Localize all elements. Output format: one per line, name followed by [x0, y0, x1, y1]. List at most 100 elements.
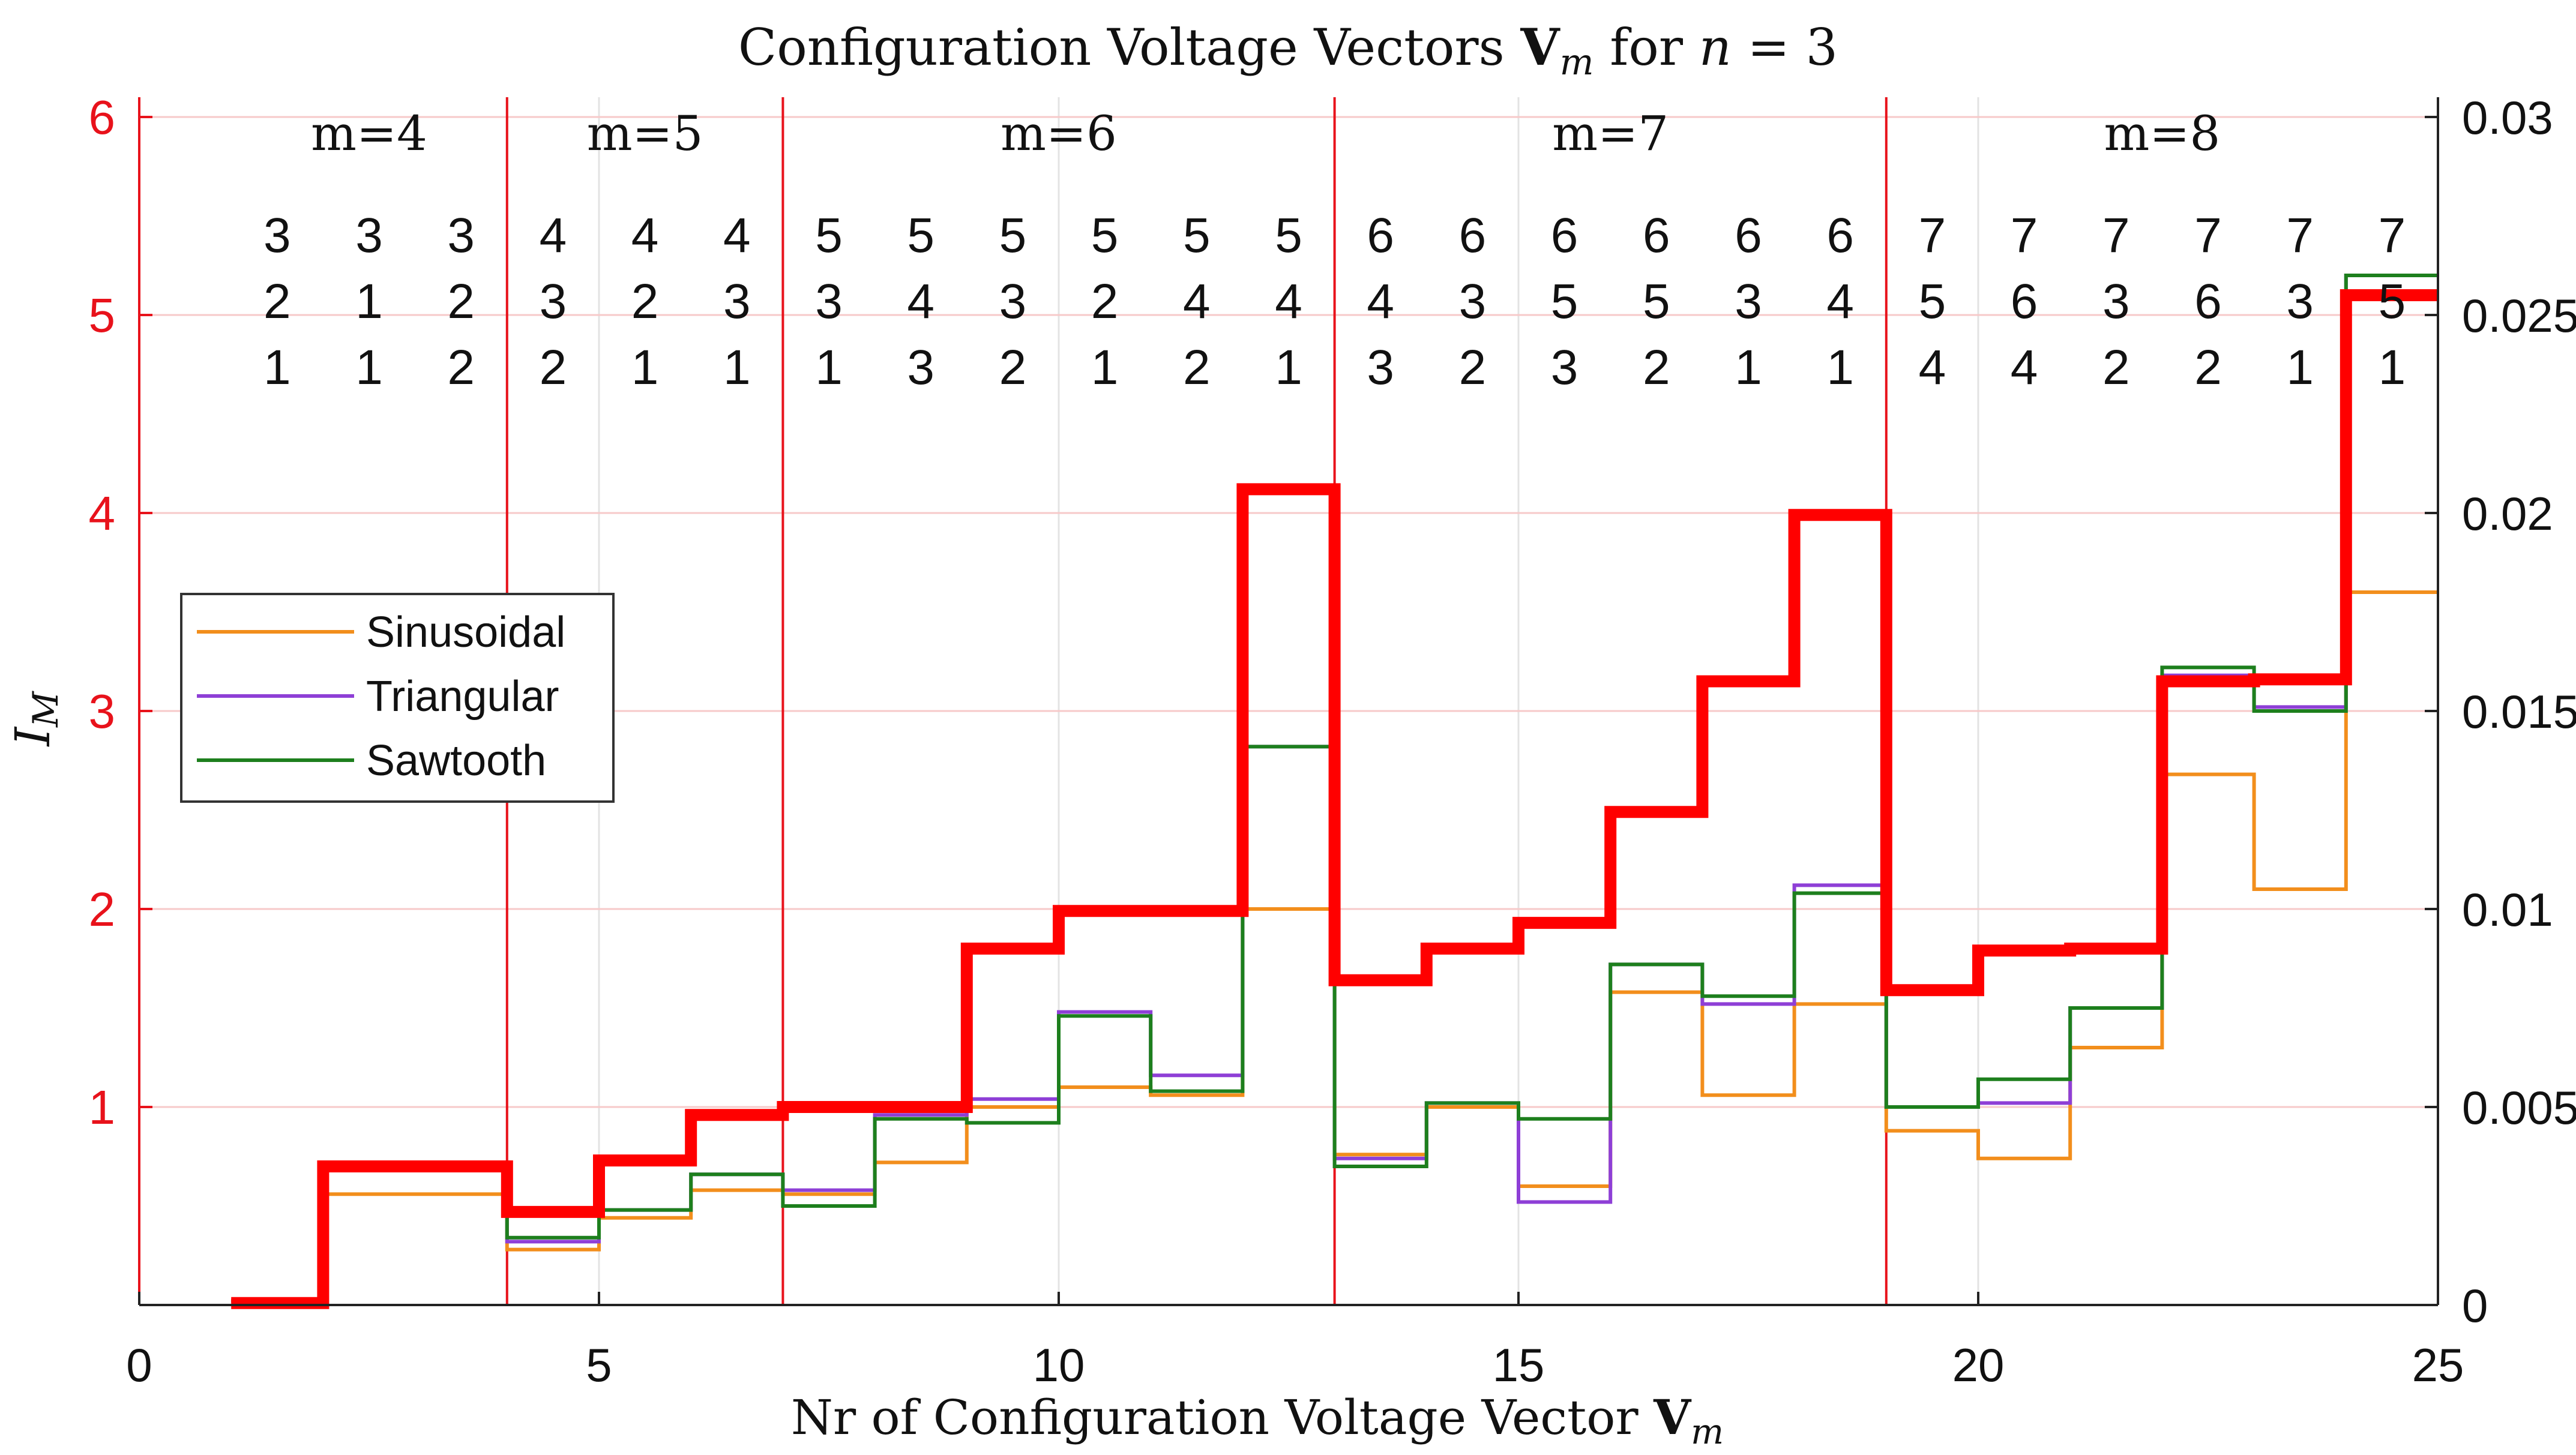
vector-digit: 6 [1459, 208, 1487, 263]
vector-digit: 3 [999, 274, 1027, 329]
x-tick-label: 20 [1952, 1339, 2005, 1391]
vector-digit: 2 [1459, 340, 1487, 395]
vector-digit: 5 [1643, 274, 1670, 329]
vector-digit: 4 [540, 208, 567, 263]
group-label: m=4 [311, 106, 427, 161]
vector-digit: 1 [1826, 340, 1854, 395]
left-y-tick-label: 1 [89, 1081, 116, 1134]
vector-digit: 3 [723, 274, 751, 329]
vector-digit: 6 [2194, 274, 2222, 329]
group-label: m=8 [2104, 106, 2221, 161]
vector-digit: 3 [907, 340, 934, 395]
right-y-tick-label: 0.015 [2462, 685, 2576, 738]
vector-digit: 2 [263, 274, 291, 329]
vector-digit: 3 [355, 208, 383, 263]
axes [138, 97, 2439, 1306]
left-y-tick-label: 2 [89, 883, 116, 936]
x-tick-label: 10 [1033, 1339, 1085, 1391]
vector-digit: 3 [263, 208, 291, 263]
vector-digit: 3 [2102, 274, 2130, 329]
vector-digit: 4 [1183, 274, 1211, 329]
vector-digit: 4 [723, 208, 751, 263]
chart-title: Configuration Voltage Vectors Vm for n =… [738, 17, 1838, 83]
vector-digit: 5 [1919, 274, 1946, 329]
vector-digit: 4 [1367, 274, 1394, 329]
vector-digit: 1 [355, 274, 383, 329]
right-y-tick-label: 0 [2462, 1279, 2488, 1332]
x-tick-label: 0 [126, 1339, 152, 1391]
vector-digit: 5 [1091, 208, 1119, 263]
right-y-tick-label: 0.025 [2462, 289, 2576, 342]
group-label: m=6 [1001, 106, 1117, 161]
vector-digit: 1 [723, 340, 751, 395]
vector-digit: 1 [631, 340, 659, 395]
legend: Sinusoidal Triangular Sawtooth [180, 593, 615, 803]
vector-digit: 3 [1735, 274, 1762, 329]
vector-digit: 7 [1919, 208, 1946, 263]
vector-digit: 1 [1735, 340, 1762, 395]
x-tick-label: 25 [2412, 1339, 2464, 1391]
legend-label-triangular: Triangular [366, 673, 559, 721]
vector-digit: 5 [2379, 274, 2406, 329]
x-tick-label: 15 [1493, 1339, 1545, 1391]
series-line-sawtooth [231, 274, 2438, 1303]
left-y-tick-label: 3 [89, 685, 116, 738]
legend-label-sinusoidal: Sinusoidal [366, 608, 565, 656]
vector-digit: 7 [2286, 208, 2314, 263]
vector-digit: 5 [1183, 208, 1211, 263]
vector-digit: 2 [540, 340, 567, 395]
vector-digit: 5 [907, 208, 934, 263]
vector-digit: 3 [1551, 340, 1578, 395]
vector-digit: 1 [2379, 340, 2406, 395]
vector-digit: 2 [447, 274, 475, 329]
y-axis-label: IM [5, 691, 66, 748]
vector-digit: 6 [1826, 208, 1854, 263]
vector-digit: 3 [1459, 274, 1487, 329]
x-tick-label: 5 [586, 1339, 612, 1391]
title-vector-subscript: m [1560, 41, 1594, 83]
vector-digit: 2 [1643, 340, 1670, 395]
vector-digit: 5 [1551, 274, 1578, 329]
vector-digit: 3 [815, 274, 843, 329]
vector-digit: 5 [999, 208, 1027, 263]
vector-digit: 3 [1367, 340, 1394, 395]
vector-digit: 3 [447, 208, 475, 263]
vector-digit: 7 [2379, 208, 2406, 263]
vector-digit: 6 [2011, 274, 2038, 329]
series-lines [231, 274, 2438, 1309]
right-y-tick-label: 0.01 [2462, 883, 2553, 936]
vector-digit: 4 [1826, 274, 1854, 329]
vector-digit: 4 [907, 274, 934, 329]
vector-digit: 6 [1735, 208, 1762, 263]
vector-digit: 1 [263, 340, 291, 395]
vector-digit: 1 [815, 340, 843, 395]
vector-digit: 2 [2102, 340, 2130, 395]
vector-digit: 6 [1551, 208, 1578, 263]
vector-digit: 2 [1183, 340, 1211, 395]
vector-digit: 1 [2286, 340, 2314, 395]
vector-digit: 5 [815, 208, 843, 263]
legend-label-sawtooth: Sawtooth [366, 737, 546, 785]
vector-digit: 4 [1275, 274, 1302, 329]
vector-digit: 4 [631, 208, 659, 263]
vector-digit: 6 [1643, 208, 1670, 263]
group-label: m=7 [1552, 106, 1669, 161]
vector-digit: 2 [1091, 274, 1119, 329]
right-y-tick-label: 0.03 [2462, 91, 2553, 144]
vector-digit: 4 [2011, 340, 2038, 395]
right-y-tick-label: 0.02 [2462, 487, 2553, 540]
vector-digit: 1 [1275, 340, 1302, 395]
x-axis-label: Nr of Configuration Voltage Vector Vm [791, 1389, 1724, 1452]
left-y-tick-label: 4 [89, 487, 116, 540]
vector-digit: 2 [999, 340, 1027, 395]
vector-digit: 3 [540, 274, 567, 329]
vector-digit: 4 [1919, 340, 1946, 395]
group-label: m=5 [587, 106, 703, 161]
title-vector-symbol: V [1520, 17, 1560, 77]
vector-digit: 5 [1275, 208, 1302, 263]
left-y-tick-label: 5 [89, 289, 116, 342]
vector-digit: 6 [1367, 208, 1394, 263]
tick-and-group-labels: 0 5 10 15 20 2512345600.0050.010.0150.020.025… [89, 91, 2576, 1391]
vector-digit: 2 [631, 274, 659, 329]
